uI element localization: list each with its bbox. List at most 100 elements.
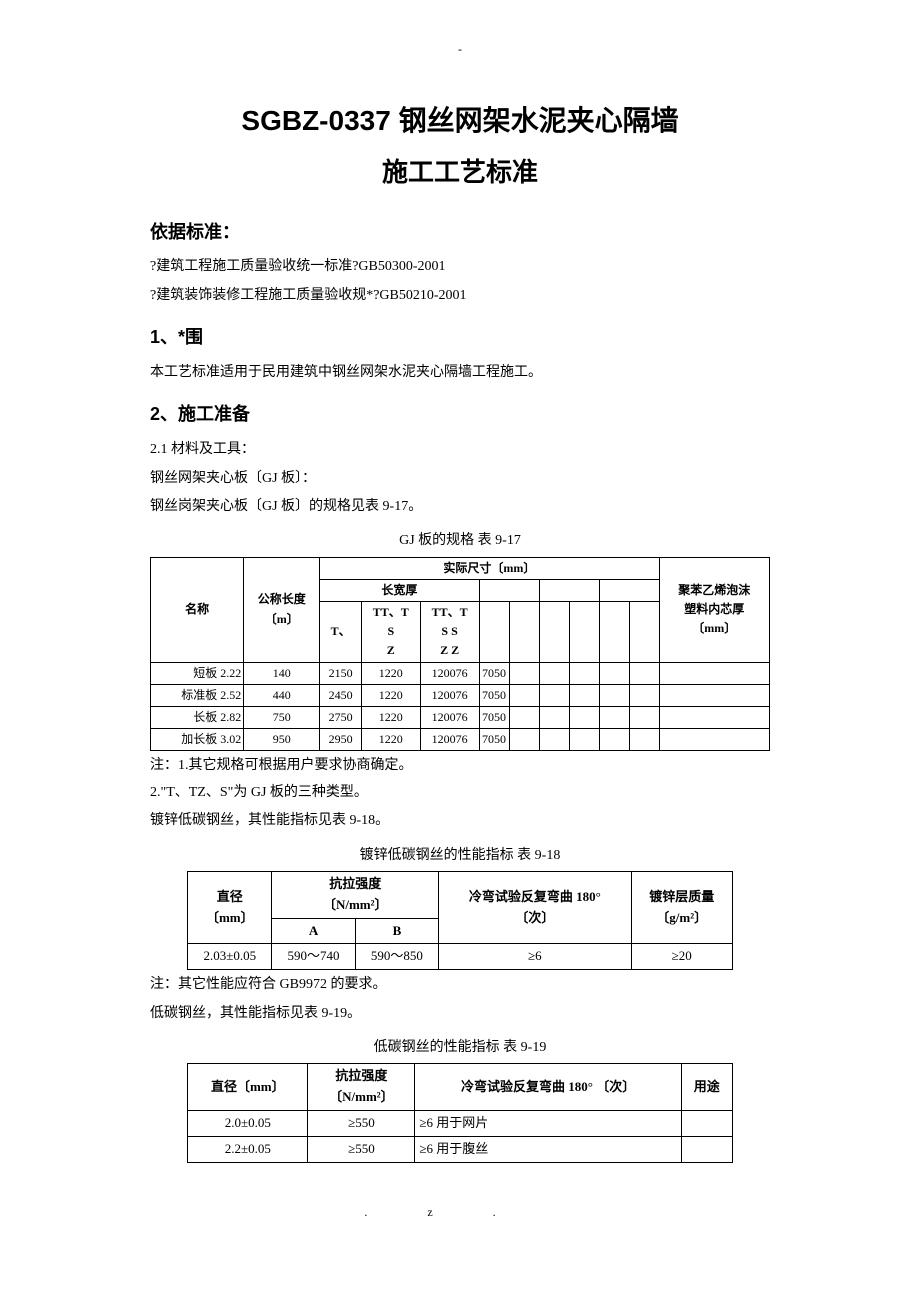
heading-scope: 1、*围 (150, 323, 770, 352)
cell: ≥6 用于腹丝 (415, 1136, 681, 1162)
t917-h-blank3 (599, 579, 659, 601)
cell: 2.0±0.05 (188, 1110, 308, 1136)
t917-h-foam: 聚苯乙烯泡沫 塑料内芯厚 〔mm〕 (659, 557, 770, 662)
cell: 加长板 3.02 (151, 729, 244, 751)
caption-918: 镀锌低碳钢丝的性能指标 表 9-18 (150, 845, 770, 867)
cell (629, 707, 659, 729)
cell: 标准板 2.52 (151, 684, 244, 706)
table-row: 2.0±0.05≥550≥6 用于网片 (188, 1110, 733, 1136)
t919-h-tensile: 抗拉强度 〔N/mm²〕 (308, 1064, 415, 1111)
prep-low: 低碳钢丝，其性能指标见表 9-19。 (150, 1003, 770, 1025)
t917-h-nominal: 公称长度 〔m〕 (244, 557, 320, 662)
t918-h-b: B (355, 918, 438, 944)
cell (509, 729, 539, 751)
cell (539, 729, 569, 751)
t917-h-blank1 (479, 579, 539, 601)
cell (659, 684, 770, 706)
note-918: 注：其它性能应符合 GB9972 的要求。 (150, 974, 770, 996)
cell: 7050 (479, 729, 509, 751)
cell: 120076 (420, 662, 479, 684)
t917-h-name: 名称 (151, 557, 244, 662)
t917-h-b7 (569, 602, 599, 663)
cell: 2450 (320, 684, 362, 706)
cell: 2750 (320, 707, 362, 729)
cell: 7050 (479, 707, 509, 729)
cell: ≥6 用于网片 (415, 1110, 681, 1136)
t917-h-b8 (599, 602, 629, 663)
table-row: 标准板 2.52440245012201200767050 (151, 684, 770, 706)
prep-gj2: 钢丝岗架夹心板〔GJ 板〕的规格见表 9-17。 (150, 496, 770, 518)
table-919: 直径〔mm〕 抗拉强度 〔N/mm²〕 冷弯试验反复弯曲 180° 〔次〕 用途… (187, 1063, 733, 1162)
cell (599, 662, 629, 684)
t918-h-tensile: 抗拉强度 〔N/mm²〕 (272, 871, 439, 918)
caption-917: GJ 板的规格 表 9-17 (150, 530, 770, 552)
t918-h-bend: 冷弯试验反复弯曲 180° 〔次〕 (439, 871, 632, 943)
cell: 2150 (320, 662, 362, 684)
cell (509, 684, 539, 706)
t917-h-lwt: 长宽厚 (320, 579, 479, 601)
cell: 1220 (361, 684, 420, 706)
table-row: 2.2±0.05≥550≥6 用于腹丝 (188, 1136, 733, 1162)
basis-std-1: ?建筑工程施工质量验收统一标准?GB50300-2001 (150, 256, 770, 278)
cell (569, 707, 599, 729)
t917-h-actual: 实际尺寸〔mm〕 (320, 557, 659, 579)
cell (629, 729, 659, 751)
cell: 120076 (420, 707, 479, 729)
cell: 120076 (420, 684, 479, 706)
t917-h-blank2 (539, 579, 599, 601)
table-row: 加长板 3.02950295012201200767050 (151, 729, 770, 751)
cell: 140 (244, 662, 320, 684)
cell: ≥550 (308, 1110, 415, 1136)
cell (539, 707, 569, 729)
t918-zinc: ≥20 (631, 944, 732, 970)
t918-dia: 2.03±0.05 (188, 944, 272, 970)
cell: 750 (244, 707, 320, 729)
basis-std-2: ?建筑装饰装修工程施工质量验收规*?GB50210-2001 (150, 285, 770, 307)
t918-h-zinc: 镀锌层质量 〔g/m²〕 (631, 871, 732, 943)
scope-text: 本工艺标准适用于民用建筑中钢丝网架水泥夹心隔墙工程施工。 (150, 362, 770, 384)
cell: 1220 (361, 662, 420, 684)
page-mark-top: - (150, 40, 770, 59)
cell (681, 1136, 732, 1162)
note-917-1: 注：1.其它规格可根据用户要求协商确定。 (150, 755, 770, 777)
heading-prep: 2、施工准备 (150, 400, 770, 429)
heading-basis: 依据标准： (150, 218, 770, 247)
cell (569, 662, 599, 684)
cell: 2950 (320, 729, 362, 751)
cell (629, 684, 659, 706)
cell: ≥550 (308, 1136, 415, 1162)
table-918: 直径 〔mm〕 抗拉强度 〔N/mm²〕 冷弯试验反复弯曲 180° 〔次〕 镀… (187, 871, 733, 970)
cell: 950 (244, 729, 320, 751)
cell: 长板 2.82 (151, 707, 244, 729)
t919-h-bend: 冷弯试验反复弯曲 180° 〔次〕 (415, 1064, 681, 1111)
cell: 7050 (479, 662, 509, 684)
cell (599, 684, 629, 706)
t917-h-b6 (539, 602, 569, 663)
footer: .z. (150, 1203, 770, 1222)
cell (569, 684, 599, 706)
t918-b: 590～850 (355, 944, 438, 970)
prep-zinc: 镀锌低碳钢丝，其性能指标见表 9-18。 (150, 810, 770, 832)
prep-gj1: 钢丝网架夹心板〔GJ 板〕： (150, 468, 770, 490)
cell: 1220 (361, 707, 420, 729)
cell (659, 729, 770, 751)
t917-h-b5 (509, 602, 539, 663)
t918-h-a: A (272, 918, 355, 944)
table-917: 名称 公称长度 〔m〕 实际尺寸〔mm〕 聚苯乙烯泡沫 塑料内芯厚 〔mm〕 长… (150, 557, 770, 752)
note-917-2: 2."T、TZ、S"为 GJ 板的三种类型。 (150, 782, 770, 804)
cell (599, 729, 629, 751)
t917-h-b4 (479, 602, 509, 663)
t918-h-dia: 直径 〔mm〕 (188, 871, 272, 943)
t918-bend: ≥6 (439, 944, 632, 970)
t919-h-use: 用途 (681, 1064, 732, 1111)
t919-h-dia: 直径〔mm〕 (188, 1064, 308, 1111)
cell (509, 707, 539, 729)
doc-title-2: 施工工艺标准 (150, 152, 770, 194)
cell: 7050 (479, 684, 509, 706)
cell: 2.2±0.05 (188, 1136, 308, 1162)
t917-h-b9 (629, 602, 659, 663)
cell (569, 729, 599, 751)
cell (681, 1110, 732, 1136)
cell (629, 662, 659, 684)
cell (539, 684, 569, 706)
